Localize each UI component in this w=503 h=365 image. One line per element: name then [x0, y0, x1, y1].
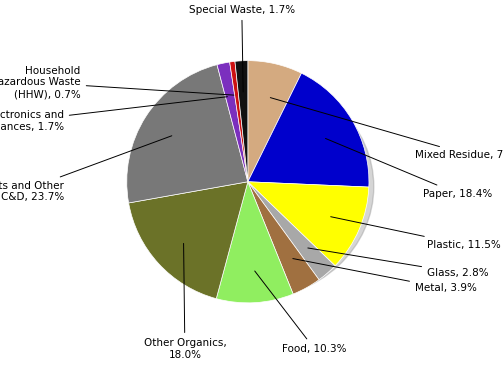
Text: Food, 10.3%: Food, 10.3% — [255, 271, 347, 354]
Wedge shape — [216, 182, 293, 303]
Wedge shape — [248, 182, 335, 280]
Wedge shape — [217, 62, 248, 182]
Text: Mixed Residue, 7.3%: Mixed Residue, 7.3% — [270, 97, 503, 160]
Text: Glass, 2.8%: Glass, 2.8% — [308, 248, 489, 277]
Text: Electronics and
Appliances, 1.7%: Electronics and Appliances, 1.7% — [0, 97, 227, 132]
Text: Paper, 18.4%: Paper, 18.4% — [325, 138, 493, 199]
Text: Special Waste, 1.7%: Special Waste, 1.7% — [189, 5, 295, 92]
Wedge shape — [127, 65, 248, 203]
Wedge shape — [230, 61, 248, 182]
Wedge shape — [129, 182, 248, 299]
Wedge shape — [235, 61, 248, 182]
Wedge shape — [248, 61, 301, 182]
Text: Inerts and Other
C&D, 23.7%: Inerts and Other C&D, 23.7% — [0, 136, 172, 202]
Text: Household
Hazardous Waste
(HHW), 0.7%: Household Hazardous Waste (HHW), 0.7% — [0, 66, 234, 99]
Text: Other Organics,
18.0%: Other Organics, 18.0% — [143, 243, 226, 360]
Wedge shape — [248, 182, 319, 294]
Ellipse shape — [132, 74, 374, 299]
Text: Metal, 3.9%: Metal, 3.9% — [293, 258, 477, 293]
Text: Plastic, 11.5%: Plastic, 11.5% — [330, 217, 501, 250]
Wedge shape — [248, 182, 369, 266]
Wedge shape — [248, 73, 369, 187]
